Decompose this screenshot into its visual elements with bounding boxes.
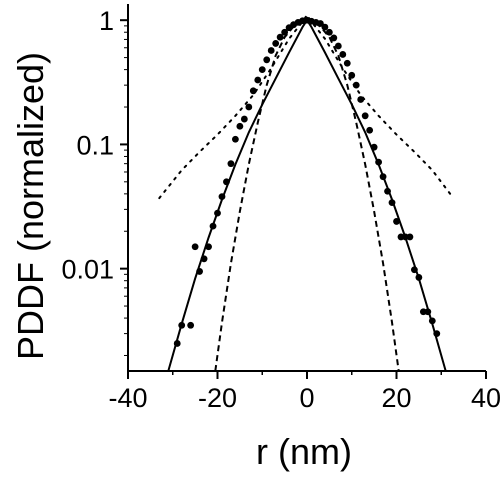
data-point	[384, 187, 391, 195]
data-point	[281, 28, 289, 36]
data-point	[173, 340, 181, 347]
x-tick-label: -40	[108, 383, 147, 413]
data-point	[223, 178, 230, 186]
data-point	[178, 321, 186, 329]
data-point	[330, 34, 338, 42]
data-point	[343, 59, 351, 67]
data-point	[334, 42, 342, 50]
y-tick-label: 0.1	[76, 130, 114, 160]
data-point	[187, 321, 195, 329]
data-point	[325, 28, 333, 36]
data-point	[196, 268, 204, 275]
data-point	[366, 126, 374, 134]
x-tick-label: 0	[299, 383, 314, 413]
solid-fit-line	[167, 18, 447, 372]
x-tick-label: 40	[471, 383, 500, 413]
data-point	[236, 122, 244, 130]
x-tick-label: 20	[381, 383, 411, 413]
y-axis-label: PDDF (normalized)	[10, 51, 51, 361]
data-point	[379, 173, 387, 181]
data-point	[352, 81, 360, 89]
data-point	[227, 160, 235, 168]
data-point	[267, 47, 275, 54]
data-point	[348, 71, 356, 79]
data-point	[428, 317, 436, 325]
data-point	[191, 243, 199, 251]
data-point	[254, 76, 262, 84]
data-point	[415, 274, 423, 281]
data-point	[272, 40, 280, 47]
data-point	[209, 222, 217, 230]
data-point	[433, 330, 441, 338]
x-axis-label: r (nm)	[256, 431, 352, 472]
x-tick-label: -20	[198, 383, 237, 413]
chart-series-lines	[158, 13, 452, 372]
data-point	[321, 23, 329, 31]
data-point	[214, 209, 221, 217]
data-point	[388, 199, 396, 207]
data-point	[245, 103, 253, 111]
data-point	[411, 266, 418, 274]
data-point	[218, 193, 226, 201]
data-point	[258, 66, 266, 74]
chart-axes	[120, 4, 487, 379]
chart-data-points	[173, 16, 441, 347]
data-point	[339, 51, 347, 58]
data-point	[406, 233, 414, 241]
data-point	[232, 135, 239, 143]
data-point	[424, 308, 432, 316]
data-point	[200, 255, 208, 263]
dotted-fit-line	[158, 13, 452, 200]
data-point	[276, 33, 284, 41]
data-point	[205, 243, 212, 251]
data-point	[357, 96, 365, 103]
y-tick-label: 0.01	[61, 255, 114, 285]
data-point	[263, 56, 271, 64]
chart-tick-labels: -40 -20 0 20 40 1 0.1 0.01	[61, 6, 500, 413]
data-point	[361, 112, 369, 120]
dashed-fit-line	[214, 19, 400, 372]
data-point	[249, 87, 257, 95]
data-point	[375, 158, 382, 166]
y-tick-label: 1	[99, 6, 114, 36]
data-point	[240, 115, 248, 123]
data-point	[370, 143, 378, 151]
data-point	[393, 218, 400, 225]
